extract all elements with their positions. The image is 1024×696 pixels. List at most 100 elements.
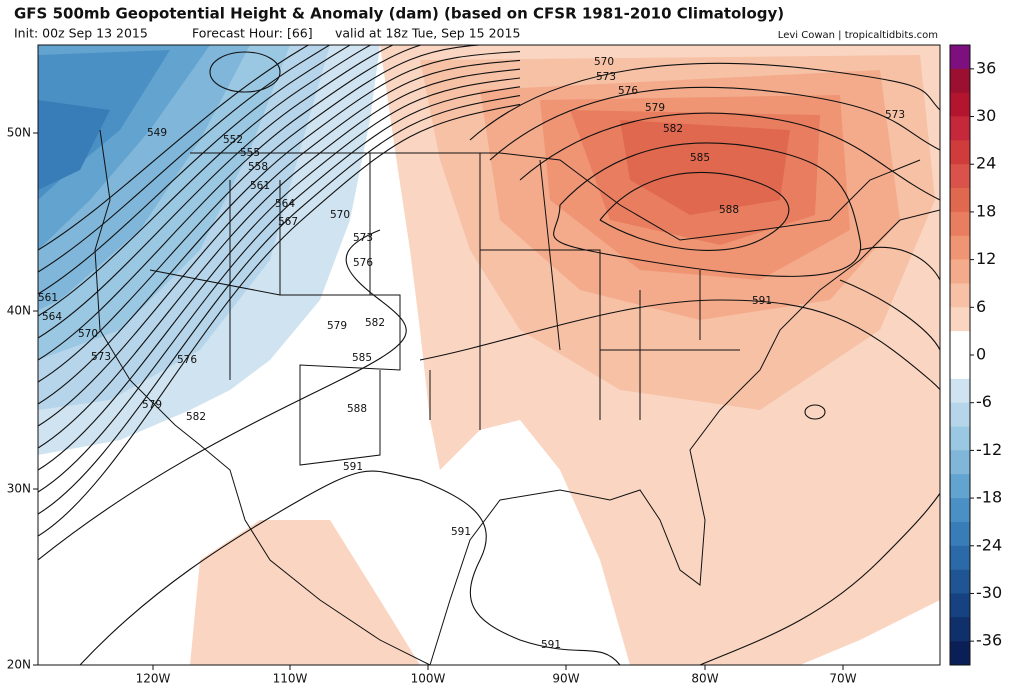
contour	[553, 142, 862, 277]
colorbar-segment	[950, 569, 970, 594]
contour-label: 570	[330, 209, 350, 221]
contour	[38, 229, 407, 561]
colorbar-segment	[950, 450, 970, 475]
colorbar-label: 0	[976, 345, 986, 364]
anomaly-positive	[620, 120, 790, 215]
contour-label: 591	[752, 295, 772, 307]
state-border	[149, 153, 740, 466]
colorbar-segment	[950, 164, 970, 189]
contour-label: 576	[353, 257, 373, 269]
forecast-hour: Forecast Hour: [66]	[192, 26, 313, 41]
colorbar-label: -18	[976, 488, 1002, 507]
us-canada-border	[190, 152, 921, 241]
contour-label: 564	[275, 198, 295, 210]
lon-label: 110W	[273, 672, 308, 686]
contour	[839, 279, 940, 351]
contour	[519, 112, 940, 201]
contour	[38, 86, 521, 493]
colorbar-label: -12	[976, 440, 1002, 459]
contour-label: 579	[327, 320, 347, 332]
coastline	[94, 129, 431, 665]
lat-label: 20N	[7, 658, 31, 672]
contour-label: 558	[248, 161, 268, 173]
colorbar-label: -24	[976, 535, 1002, 554]
contour	[804, 404, 826, 420]
contour	[38, 45, 423, 361]
contour-label: 585	[690, 152, 710, 164]
lon-label: 90W	[552, 672, 579, 686]
contour-label: 579	[645, 102, 665, 114]
contour-label: 576	[618, 85, 638, 97]
contour	[38, 45, 486, 383]
colorbar-label: -36	[976, 631, 1002, 650]
contour-label: 573	[353, 232, 373, 244]
title: GFS 500mb Geopotential Height & Anomaly …	[14, 5, 784, 23]
init-time: Init: 00z Sep 13 2015	[14, 26, 148, 41]
colorbar-segment	[950, 355, 970, 380]
colorbar-segment	[950, 188, 970, 213]
colorbar-segment	[950, 521, 970, 547]
colorbar-label: 6	[976, 297, 986, 316]
contour-label: 582	[663, 123, 683, 135]
contour	[38, 68, 521, 449]
colorbar-segment	[950, 283, 970, 308]
credit: Levi Cowan | tropicaltidbits.com	[778, 30, 938, 41]
contour-label: 567	[278, 216, 298, 228]
contour-label: 588	[719, 204, 739, 216]
contour-label: 591	[541, 639, 561, 651]
contour-label: 582	[365, 317, 385, 329]
colorbar-segment	[950, 235, 970, 260]
contour-label: 561	[38, 292, 58, 304]
lon-label: 80W	[691, 672, 718, 686]
colorbar-segment	[950, 92, 970, 117]
contour	[38, 45, 395, 339]
anomaly-negative	[38, 100, 110, 190]
lat-label: 30N	[7, 482, 31, 496]
contour-label: 576	[177, 354, 197, 366]
colorbar-segment	[950, 402, 970, 427]
colorbar-segment	[950, 378, 970, 403]
contour	[79, 470, 621, 665]
contours	[38, 45, 940, 665]
colorbar-segment	[950, 474, 970, 499]
colorbar-segment	[950, 68, 970, 93]
contour-label: 573	[885, 109, 905, 121]
colorbar-segment	[950, 593, 970, 618]
colorbar-segment	[950, 211, 970, 237]
contour	[38, 51, 521, 405]
contour-label: 573	[91, 351, 111, 363]
lat-label: 50N	[7, 126, 31, 140]
contour-label: 573	[596, 71, 616, 83]
colorbar-label: 18	[976, 201, 996, 220]
contour	[419, 299, 940, 665]
contour	[859, 246, 940, 281]
colorbar-segment	[950, 331, 970, 356]
contour-label: 564	[42, 311, 62, 323]
colorbar: 36 30 24 18 12 6 0 -6 -12 -18 -24 -30 -36	[949, 44, 1002, 666]
colorbar-label: 36	[976, 58, 996, 77]
contour-label: 591	[451, 526, 471, 538]
colorbar-label: -6	[976, 392, 992, 411]
colorbar-segment	[950, 545, 970, 570]
contour	[469, 62, 940, 141]
contour-label: 579	[142, 399, 162, 411]
contour	[209, 51, 281, 93]
colorbar-segment	[950, 116, 970, 141]
colorbar-segment	[950, 45, 970, 70]
colorbar-segment	[950, 641, 970, 666]
contour-label: 570	[594, 56, 614, 68]
contour-label: 588	[347, 403, 367, 415]
map-axes: 50N 40N 30N 20N 120W 110W 100W 90W 80W 70W	[7, 126, 857, 686]
contour	[599, 172, 790, 251]
contour-label: 570	[78, 328, 98, 340]
colorbar-segment	[950, 140, 970, 165]
coastline	[429, 209, 940, 665]
contour-label: 561	[250, 180, 270, 192]
valid-time: valid at 18z Tue, Sep 15 2015	[335, 26, 520, 41]
lon-label: 70W	[829, 672, 856, 686]
colorbar-label: 12	[976, 249, 996, 268]
contour	[38, 77, 521, 471]
